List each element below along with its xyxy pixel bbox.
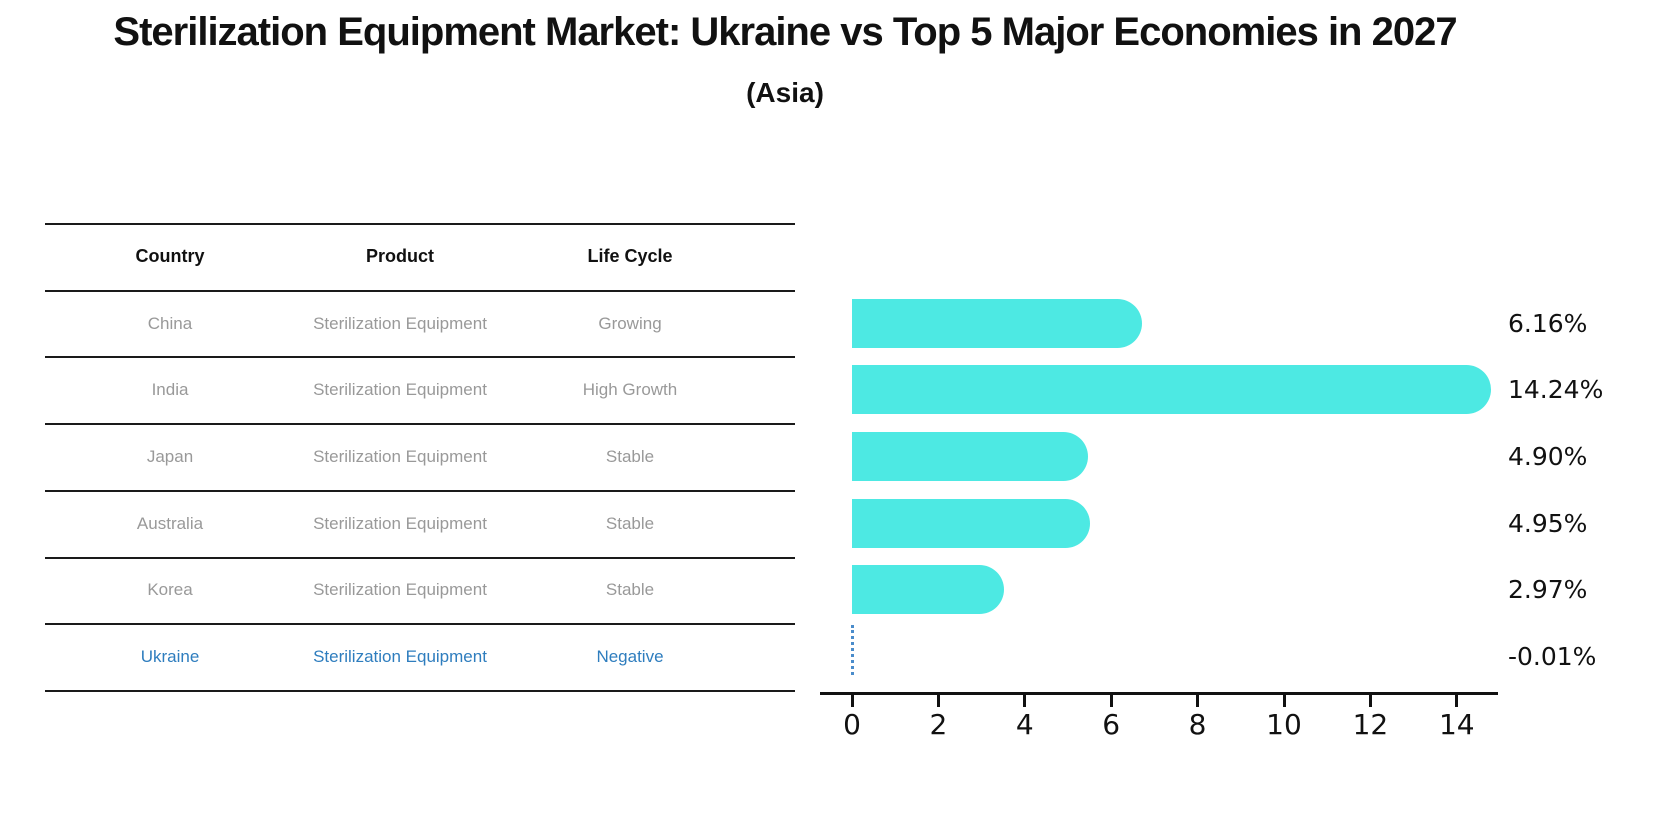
x-axis-tick [1023,695,1027,707]
cell-product: Sterilization Equipment [313,513,487,533]
bar-india [852,365,1492,415]
bar-japan [852,431,1088,481]
cell-country: India [151,380,189,400]
cell-country: China [147,313,193,333]
x-axis-tick-label: 14 [1438,708,1475,741]
bar-china [852,298,1143,348]
cell-life_cycle: Stable [605,580,655,600]
x-axis-tick-label: 8 [1188,708,1207,741]
table-rule [45,689,795,692]
negative-marker-line [850,624,854,675]
value-label-australia: 4.95% [1508,508,1588,538]
bar-australia [852,498,1090,548]
cell-country: Korea [147,580,193,600]
cell-product: Sterilization Equipment [313,313,487,333]
table-rule [45,623,795,626]
cell-life_cycle: Negative [596,647,664,667]
x-axis-tick-label: 0 [843,708,861,741]
cell-country: Ukraine [140,647,200,667]
table-rule [45,223,795,225]
x-axis-tick [1109,695,1113,707]
cell-life_cycle: Stable [605,513,655,533]
table-rule [45,356,795,359]
value-label-india: 14.24% [1508,375,1604,405]
cell-country: Australia [136,513,204,533]
table-rule [45,423,795,426]
table-rule [45,289,795,292]
cell-product: Sterilization Equipment [313,446,487,466]
x-axis-tick [1368,695,1372,707]
cell-country: Japan [146,446,194,466]
cell-product: Sterilization Equipment [313,380,487,400]
x-axis-tick-label: 10 [1266,708,1302,741]
column-header-country: Country [135,246,205,267]
x-axis-tick-label: 4 [1015,708,1034,741]
value-label-korea: 2.97% [1508,575,1588,605]
cell-product: Sterilization Equipment [313,580,487,600]
cell-life_cycle: High Growth [582,380,678,400]
x-axis-tick-label: 6 [1102,708,1121,741]
column-header-product: Product [365,246,434,267]
cell-life_cycle: Stable [605,446,655,466]
chart-subtitle: (Asia) [746,77,824,108]
x-axis-tick-label: 2 [929,708,948,741]
bar-korea [852,565,1005,615]
cell-product: Sterilization Equipment [313,647,487,667]
table-rule [45,556,795,559]
column-header-life_cycle: Life Cycle [587,246,673,267]
x-axis-tick [1455,695,1459,707]
chart-title: Sterilization Equipment Market: Ukraine … [113,10,1457,54]
x-axis-line [820,692,1498,695]
x-axis-tick [1282,695,1286,707]
x-axis-tick [850,695,854,707]
value-label-china: 6.16% [1508,308,1588,338]
x-axis-tick [936,695,940,707]
x-axis-tick [1196,695,1200,707]
cell-life_cycle: Growing [598,313,662,333]
x-axis-tick-label: 12 [1352,708,1389,741]
value-label-ukraine: -0.01% [1508,642,1597,671]
table-rule [45,489,795,492]
value-label-japan: 4.90% [1508,441,1588,471]
